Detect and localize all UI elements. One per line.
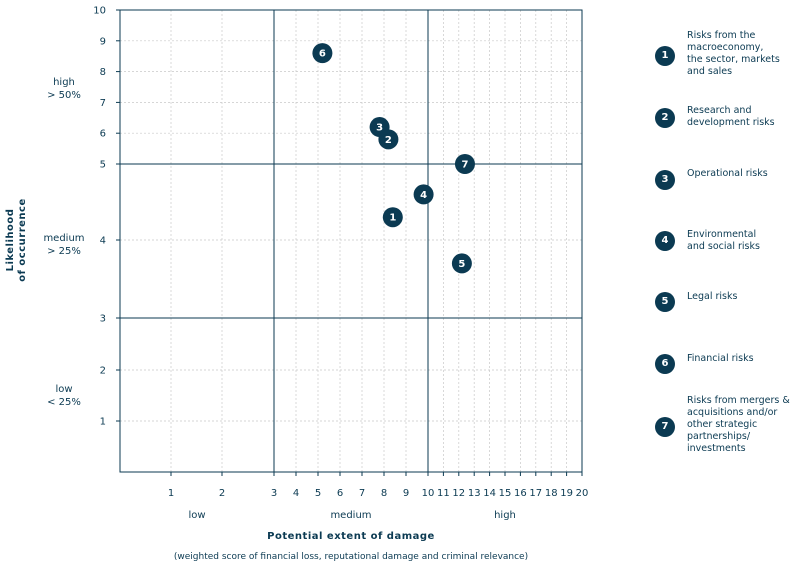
risk-point-marker bbox=[451, 253, 472, 274]
legend-badge: 4 bbox=[655, 231, 675, 251]
x-tick-label: 17 bbox=[529, 488, 542, 499]
x-tick-label: 10 bbox=[422, 488, 435, 499]
y-band-label: > 50% bbox=[47, 90, 81, 101]
risk-point-label: 6 bbox=[319, 49, 326, 60]
legend-text: Risks from the macroeconomy, the sector,… bbox=[687, 30, 780, 77]
risk-point-marker bbox=[369, 117, 390, 138]
x-tick-label: 18 bbox=[545, 488, 558, 499]
y-tick-label: 8 bbox=[100, 67, 106, 78]
legend-badge: 6 bbox=[655, 354, 675, 374]
y-tick-label: 4 bbox=[100, 236, 106, 247]
risk-point-marker bbox=[413, 184, 434, 205]
y-tick-label: 7 bbox=[100, 98, 106, 109]
x-tick-label: 5 bbox=[315, 488, 321, 499]
y-band-label: < 25% bbox=[47, 397, 81, 408]
y-band-label: high bbox=[53, 77, 75, 88]
y-axis-title: of occurrence bbox=[17, 198, 28, 282]
legend-badge: 2 bbox=[655, 108, 675, 128]
x-tick-label: 3 bbox=[271, 488, 277, 499]
legend-badge: 7 bbox=[655, 417, 675, 437]
x-tick-label: 8 bbox=[381, 488, 387, 499]
y-tick-label: 5 bbox=[100, 160, 106, 171]
risk-point-label: 1 bbox=[389, 213, 396, 224]
y-tick-label: 2 bbox=[100, 366, 106, 377]
legend-text: Legal risks bbox=[687, 291, 738, 302]
legend-text: Operational risks bbox=[687, 168, 768, 179]
y-tick-label: 9 bbox=[100, 36, 106, 47]
x-band-label: medium bbox=[330, 510, 371, 521]
plot-frame bbox=[119, 9, 583, 473]
y-band-label: > 25% bbox=[47, 246, 81, 257]
legend-badge: 5 bbox=[655, 292, 675, 312]
risk-point-label: 7 bbox=[461, 160, 468, 171]
risk-point-marker bbox=[312, 43, 333, 64]
legend-badge: 1 bbox=[655, 46, 675, 66]
x-tick-label: 19 bbox=[560, 488, 573, 499]
x-tick-label: 12 bbox=[452, 488, 465, 499]
x-tick-label: 2 bbox=[219, 488, 225, 499]
x-tick-label: 4 bbox=[293, 488, 299, 499]
risk-point-label: 3 bbox=[376, 123, 383, 134]
y-tick-label: 6 bbox=[100, 129, 106, 140]
risk-point-marker bbox=[454, 154, 475, 174]
y-band-label: medium bbox=[43, 233, 84, 244]
x-tick-label: 14 bbox=[483, 488, 496, 499]
x-tick-label: 6 bbox=[337, 488, 343, 499]
x-tick-label: 13 bbox=[468, 488, 481, 499]
y-axis-title: Likelihood bbox=[5, 209, 16, 272]
legend-badge: 3 bbox=[655, 170, 675, 190]
x-band-label: high bbox=[494, 510, 516, 521]
x-tick-label: 9 bbox=[403, 488, 409, 499]
risk-point-label: 2 bbox=[385, 135, 392, 146]
x-axis-title: Potential extent of damage bbox=[267, 531, 435, 542]
legend-text: Environmental and social risks bbox=[687, 229, 760, 252]
legend-text: Risks from mergers & acquisitions and/or… bbox=[687, 395, 790, 454]
x-tick-label: 11 bbox=[437, 488, 450, 499]
x-tick-label: 1 bbox=[168, 488, 174, 499]
x-tick-label: 15 bbox=[499, 488, 512, 499]
x-tick-label: 20 bbox=[576, 488, 589, 499]
x-tick-label: 16 bbox=[514, 488, 527, 499]
x-tick-label: 7 bbox=[359, 488, 365, 499]
y-tick-label: 1 bbox=[100, 417, 106, 428]
risk-point-marker bbox=[382, 207, 403, 228]
legend-text: Financial risks bbox=[687, 353, 754, 364]
x-axis-subtitle: (weighted score of financial loss, reput… bbox=[174, 552, 528, 562]
y-tick-label: 10 bbox=[93, 6, 106, 17]
x-band-label: low bbox=[188, 510, 205, 521]
y-tick-label: 3 bbox=[100, 314, 106, 325]
y-band-label: low bbox=[55, 384, 72, 395]
risk-point-label: 5 bbox=[458, 259, 465, 270]
risk-point-label: 4 bbox=[420, 190, 427, 201]
legend-text: Research and development risks bbox=[687, 105, 775, 128]
